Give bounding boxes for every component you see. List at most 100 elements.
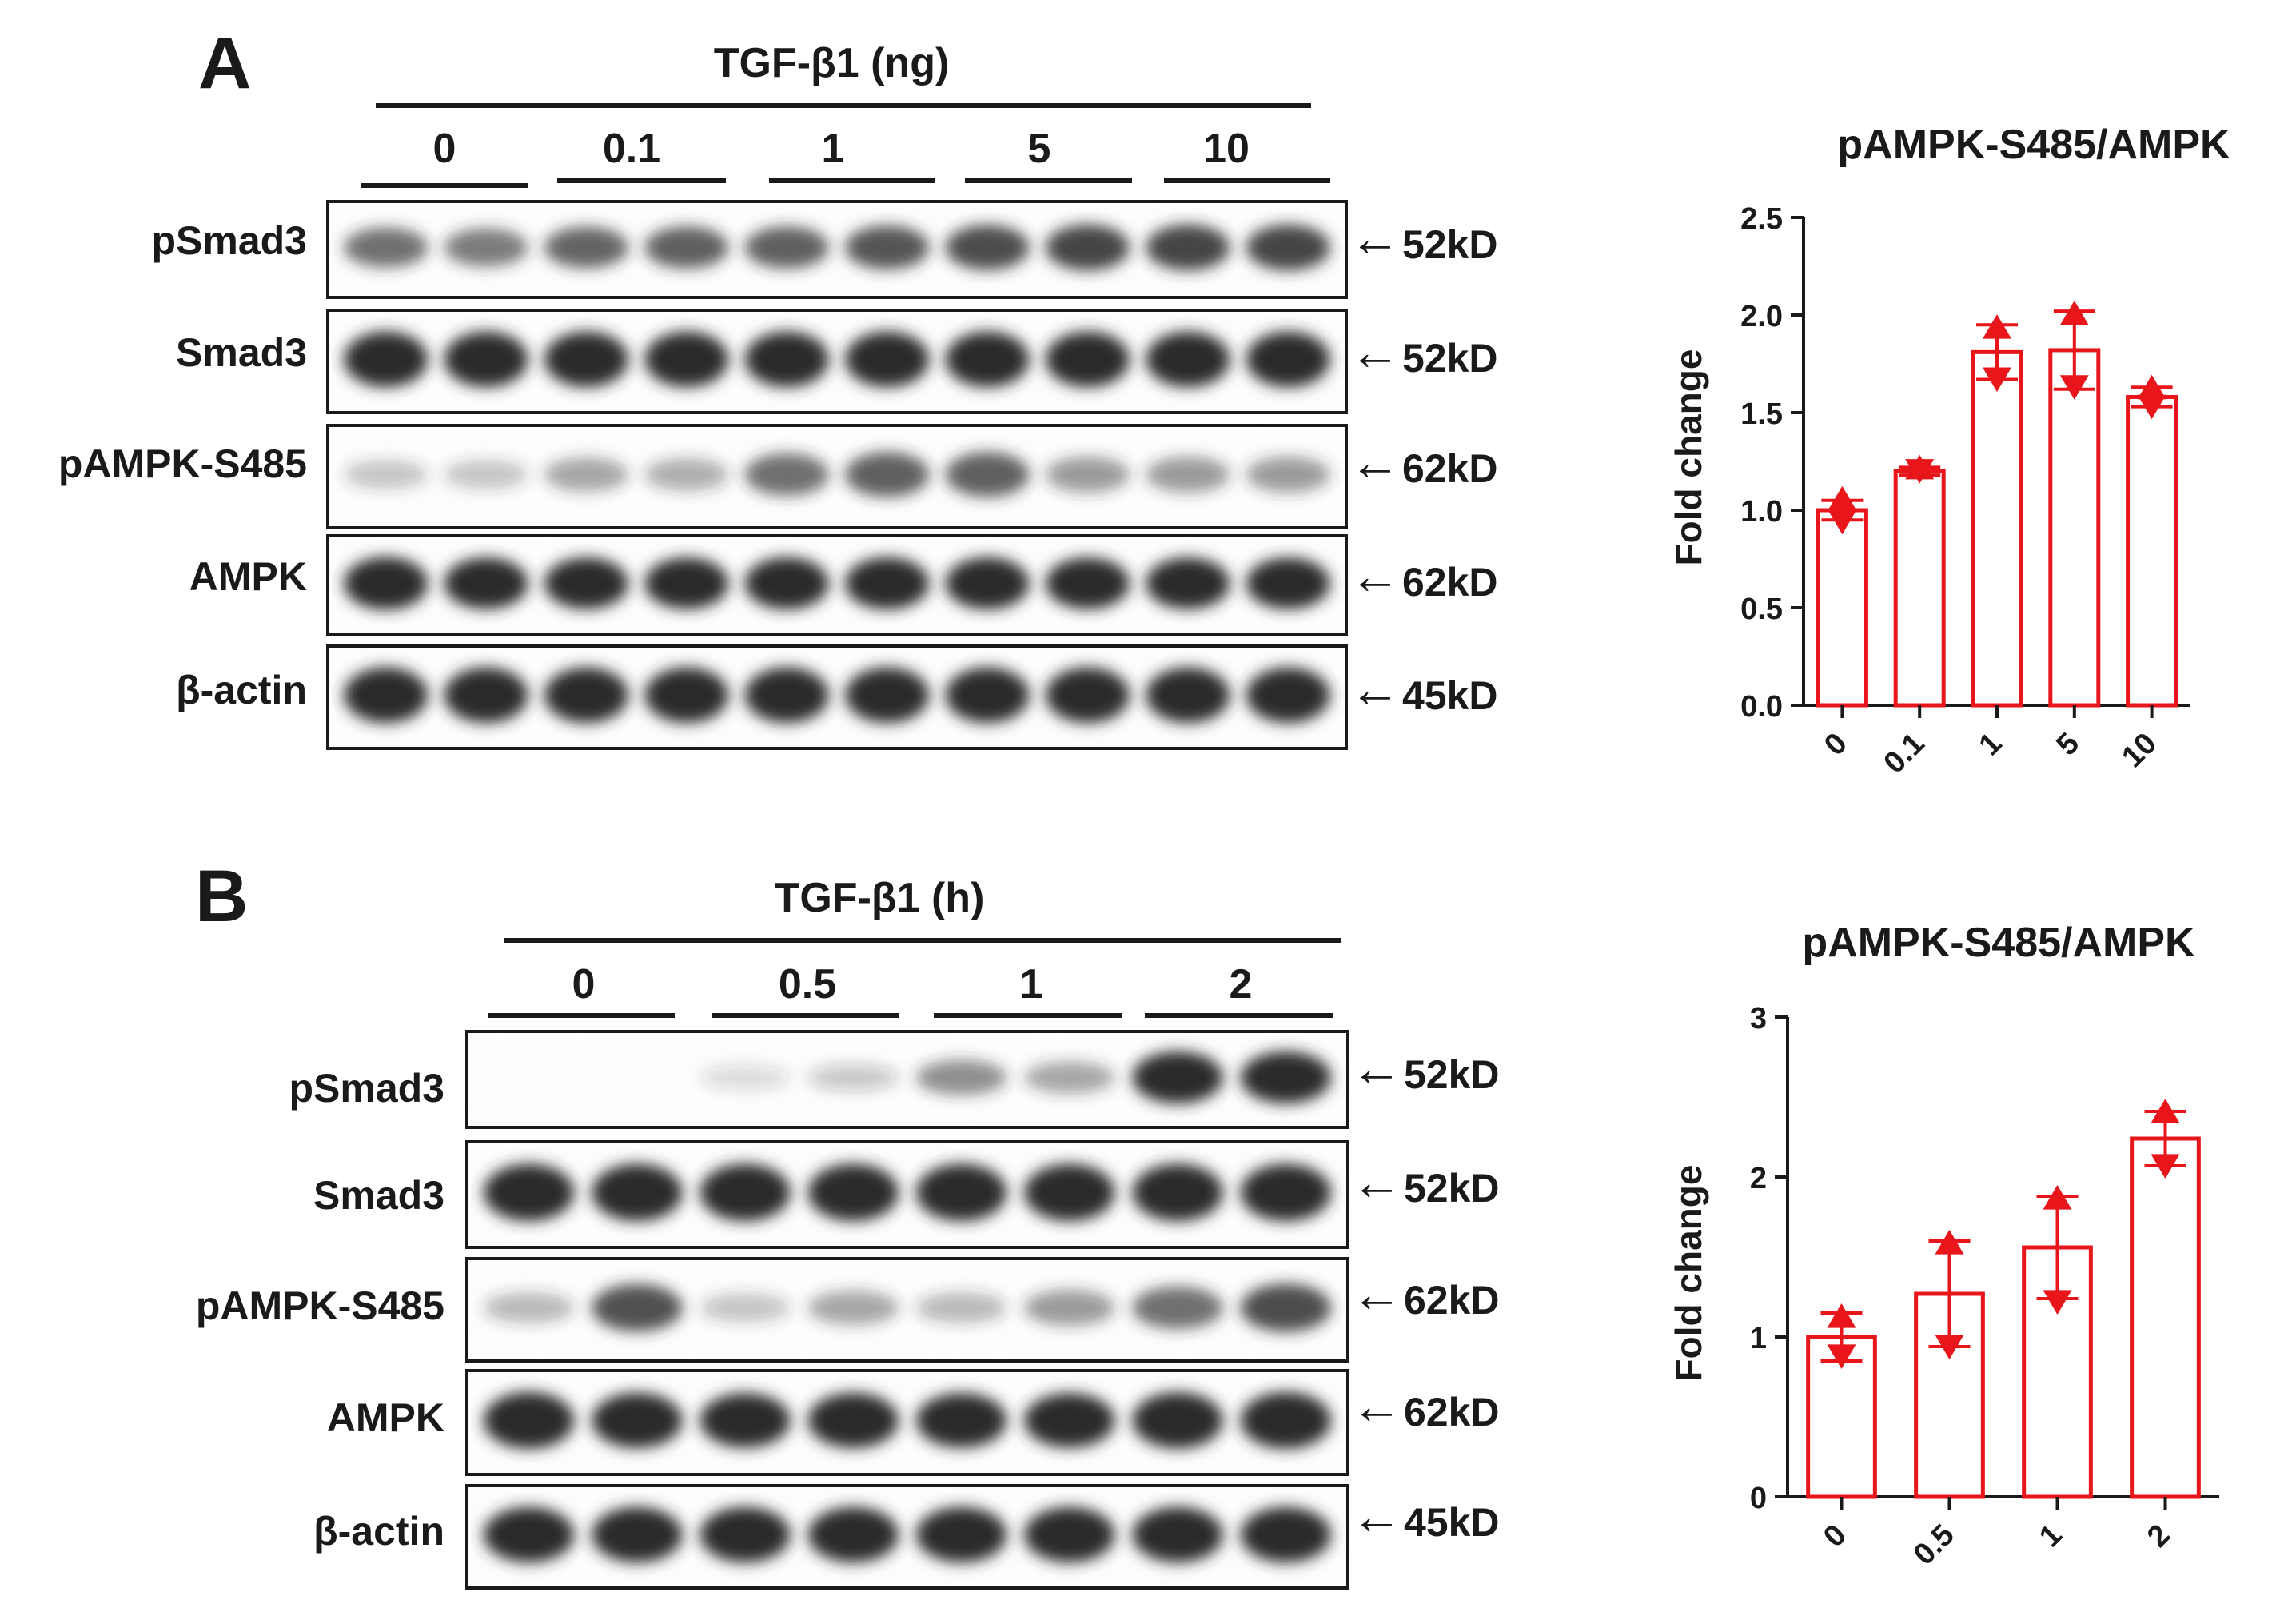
blot-band [644, 331, 729, 388]
blot-band [945, 667, 1030, 724]
arrow-icon: ← [1351, 1377, 1402, 1434]
panel-a-group-labels: 0 0.1 1 5 10 [433, 126, 1250, 172]
blot-band [1045, 667, 1130, 724]
molecular-weight-label: 52kD [1402, 336, 1498, 381]
blot-band [544, 557, 629, 609]
blot-band-strip [468, 1372, 1346, 1473]
blot-band [644, 557, 729, 609]
panel-a-letter: A [198, 22, 251, 104]
blot-band [1240, 1283, 1332, 1332]
x-tick-label: 0.5 [1907, 1518, 1961, 1572]
x-tick-label: 0 [1817, 1518, 1853, 1554]
panel-b-row-pAMPK-S485: pAMPK-S485 ← 62kD [196, 1257, 1500, 1363]
blot-band [544, 457, 629, 492]
data-point-triangle-down [2137, 394, 2166, 420]
arrow-icon: ← [1351, 1039, 1402, 1097]
panel-b-row-pSmad3: pSmad3 ← 52kD [289, 1030, 1500, 1129]
blot-band [807, 1063, 899, 1091]
y-tick-label: 1 [1750, 1322, 1767, 1355]
blot-band [1146, 224, 1230, 271]
blot-band [1146, 557, 1230, 609]
data-point-triangle-up [2043, 1185, 2072, 1210]
blot-band [444, 331, 528, 388]
panel-a-row-beta-actin: β-actin ← 45kD [176, 644, 1498, 750]
blot-band [1045, 557, 1130, 609]
blot-band [1132, 1051, 1223, 1104]
blot-band [1240, 1051, 1332, 1104]
panel-a-group-label: 10 [1203, 126, 1250, 172]
blot-band [1045, 331, 1130, 388]
x-tick-label: 0.1 [1878, 727, 1931, 780]
blot-band [700, 1065, 791, 1090]
blot-band [1024, 1163, 1115, 1222]
y-tick-label: 2 [1750, 1162, 1767, 1195]
blot-band [344, 667, 429, 724]
blot-row-label: pAMPK-S485 [196, 1283, 444, 1328]
data-point-triangle-up [1827, 1303, 1856, 1328]
blot-band [807, 1290, 899, 1325]
y-tick-label: 1.5 [1740, 397, 1783, 431]
blot-band [544, 226, 629, 269]
y-axis-label: Fold change [1668, 1165, 1709, 1382]
bar [2048, 348, 2101, 708]
molecular-weight-label: 45kD [1402, 673, 1498, 718]
x-tick-label: 5 [2051, 727, 2087, 763]
panel-b-group-label: 1 [1020, 961, 1043, 1008]
panel-a-group-label: 5 [1028, 126, 1051, 172]
blot-band [1246, 331, 1330, 388]
blot-band [915, 1506, 1007, 1563]
panel-a-row-pAMPK-S485: pAMPK-S485 ← 62kD [58, 424, 1498, 529]
data-point-triangle-up [1828, 485, 1857, 511]
blot-band [444, 460, 528, 489]
blot-row-label: β-actin [176, 668, 307, 712]
panel-a-treatment-label: TGF-β1 (ng) [714, 40, 950, 86]
blot-band [1246, 667, 1330, 724]
blot-band [807, 1392, 899, 1449]
blot-band [1246, 557, 1330, 609]
blot-band [700, 1293, 791, 1323]
blot-band [945, 452, 1030, 497]
data-point-triangle-down [1827, 1344, 1856, 1369]
blot-band [592, 1506, 683, 1563]
chart-title: pAMPK-S485/AMPK [1802, 920, 2195, 966]
blot-band [344, 460, 429, 489]
data-point-triangle-down [1828, 509, 1857, 535]
data-point-triangle-down [2151, 1154, 2180, 1179]
bar [2126, 394, 2178, 708]
blot-band [744, 557, 829, 610]
panel-a-row-AMPK: AMPK ← 62kD [189, 534, 1498, 636]
blot-band [1240, 1391, 1332, 1450]
blot-band [1146, 456, 1230, 493]
bar [2130, 1136, 2201, 1499]
blot-band [483, 1391, 575, 1450]
blot-band [344, 331, 429, 388]
blot-band [544, 331, 629, 388]
panel-a-row-pSmad3: pSmad3 ← 52kD [151, 200, 1498, 299]
blot-band [1132, 1392, 1223, 1449]
molecular-weight-label: 52kD [1404, 1052, 1500, 1097]
blot-band-strip [329, 312, 1345, 411]
bar [1816, 508, 1868, 708]
data-point-triangle-up [1935, 1230, 1964, 1255]
blot-band [1240, 1163, 1332, 1222]
data-point-triangle-up [2137, 374, 2166, 400]
panel-b-row-Smad3: Smad3 ← 52kD [313, 1140, 1500, 1249]
blot-band-strip [329, 537, 1345, 633]
blot-band [945, 557, 1030, 610]
data-point-triangle-up [2151, 1099, 2180, 1123]
arrow-icon: ← [1351, 1153, 1402, 1211]
x-tick-label: 10 [2115, 727, 2163, 775]
y-tick-label: 2.0 [1740, 300, 1783, 333]
blot-band [700, 1506, 791, 1563]
blot-band-strip [329, 427, 1345, 526]
y-tick-label: 2.5 [1740, 202, 1783, 236]
y-tick-label: 0.0 [1740, 690, 1783, 724]
blot-band [644, 457, 729, 491]
y-axis-label: Fold change [1668, 349, 1709, 566]
blot-band [700, 1393, 791, 1448]
blot-band [1246, 224, 1330, 271]
molecular-weight-label: 62kD [1402, 560, 1498, 604]
panel-a-group-label: 0 [433, 126, 456, 172]
panel-b-row-beta-actin: β-actin ← 45kD [313, 1484, 1500, 1590]
blot-band [592, 1392, 683, 1449]
